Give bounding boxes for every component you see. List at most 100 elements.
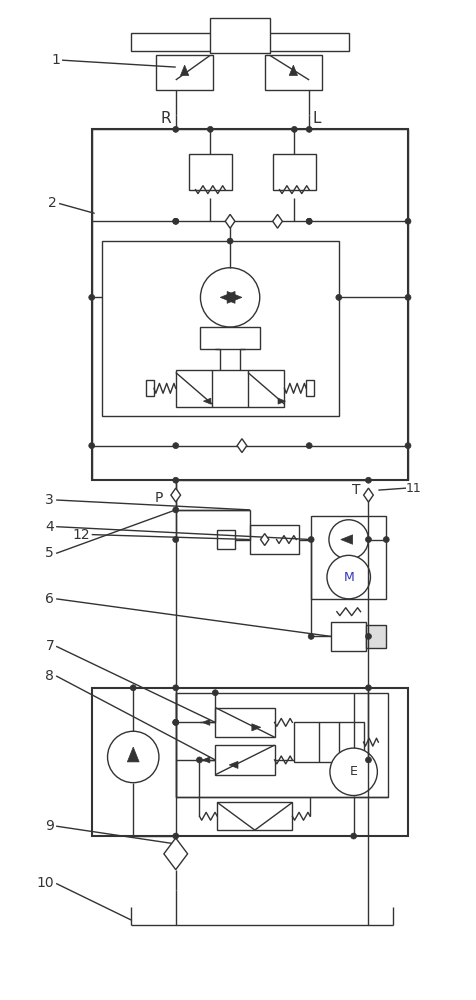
Circle shape xyxy=(306,443,311,449)
Bar xyxy=(131,33,348,51)
Circle shape xyxy=(196,757,202,763)
Text: 7: 7 xyxy=(45,639,54,653)
Circle shape xyxy=(291,126,297,132)
Polygon shape xyxy=(227,291,241,303)
Polygon shape xyxy=(220,291,235,303)
Polygon shape xyxy=(363,488,373,502)
Bar xyxy=(146,380,154,396)
Circle shape xyxy=(89,443,95,449)
Circle shape xyxy=(335,294,341,300)
Bar xyxy=(310,516,386,599)
Text: P: P xyxy=(154,491,163,505)
Circle shape xyxy=(326,555,370,599)
Polygon shape xyxy=(170,488,180,502)
Text: 8: 8 xyxy=(45,669,54,683)
Bar xyxy=(217,802,292,830)
Text: 1: 1 xyxy=(51,53,60,67)
Bar xyxy=(330,622,366,651)
Circle shape xyxy=(365,633,371,639)
Circle shape xyxy=(365,537,371,542)
Circle shape xyxy=(404,218,410,224)
Text: 5: 5 xyxy=(45,546,54,560)
Bar xyxy=(294,722,363,762)
Circle shape xyxy=(328,520,367,559)
Bar xyxy=(175,370,284,407)
Bar xyxy=(264,55,321,90)
Circle shape xyxy=(365,685,371,691)
Text: R: R xyxy=(160,111,171,126)
Text: 9: 9 xyxy=(45,819,54,833)
Circle shape xyxy=(200,268,259,327)
Bar xyxy=(91,688,407,836)
Circle shape xyxy=(172,507,178,513)
Bar xyxy=(215,745,274,775)
Circle shape xyxy=(172,719,178,725)
Circle shape xyxy=(172,719,178,725)
Circle shape xyxy=(207,126,213,132)
Circle shape xyxy=(307,633,314,639)
Circle shape xyxy=(212,690,218,696)
Bar xyxy=(200,327,259,349)
Text: L: L xyxy=(312,111,321,126)
Polygon shape xyxy=(203,398,210,404)
Text: 3: 3 xyxy=(45,493,54,507)
Bar xyxy=(175,693,387,797)
Circle shape xyxy=(365,757,371,763)
Bar xyxy=(217,530,235,549)
Circle shape xyxy=(365,477,371,483)
Text: 12: 12 xyxy=(72,528,89,542)
Text: 2: 2 xyxy=(48,196,57,210)
Circle shape xyxy=(329,748,377,796)
Polygon shape xyxy=(225,214,235,228)
Circle shape xyxy=(404,443,410,449)
Circle shape xyxy=(172,685,178,691)
Bar xyxy=(366,625,386,648)
Polygon shape xyxy=(278,398,285,404)
Text: 4: 4 xyxy=(45,520,54,534)
Circle shape xyxy=(172,218,178,224)
Bar xyxy=(306,380,314,396)
Polygon shape xyxy=(127,747,139,762)
Polygon shape xyxy=(228,761,238,768)
Circle shape xyxy=(306,218,311,224)
Circle shape xyxy=(172,477,178,483)
Polygon shape xyxy=(164,838,187,870)
Polygon shape xyxy=(251,724,260,731)
Circle shape xyxy=(107,731,159,783)
Polygon shape xyxy=(272,214,282,228)
Bar xyxy=(188,154,232,190)
Circle shape xyxy=(172,126,178,132)
Polygon shape xyxy=(202,757,209,763)
Bar xyxy=(210,18,269,53)
Bar xyxy=(272,154,316,190)
Circle shape xyxy=(350,833,356,839)
Circle shape xyxy=(172,443,178,449)
Circle shape xyxy=(306,218,311,224)
Text: 6: 6 xyxy=(45,592,54,606)
Text: M: M xyxy=(343,571,353,584)
Bar xyxy=(215,708,274,737)
Text: 10: 10 xyxy=(37,876,54,890)
Polygon shape xyxy=(288,65,297,76)
Circle shape xyxy=(306,126,311,132)
Text: E: E xyxy=(349,765,357,778)
Text: T: T xyxy=(352,483,360,497)
Circle shape xyxy=(172,537,178,542)
Bar xyxy=(91,129,407,480)
Polygon shape xyxy=(260,534,268,545)
Circle shape xyxy=(130,685,136,691)
Polygon shape xyxy=(340,535,352,544)
Text: 11: 11 xyxy=(405,482,421,495)
Polygon shape xyxy=(202,719,209,725)
Bar xyxy=(249,525,298,554)
Circle shape xyxy=(172,833,178,839)
Polygon shape xyxy=(180,65,188,76)
Circle shape xyxy=(172,218,178,224)
Circle shape xyxy=(227,238,233,244)
Circle shape xyxy=(307,537,314,542)
Bar xyxy=(156,55,213,90)
Circle shape xyxy=(404,294,410,300)
Polygon shape xyxy=(237,439,246,453)
Bar xyxy=(101,241,338,416)
Circle shape xyxy=(383,537,388,542)
